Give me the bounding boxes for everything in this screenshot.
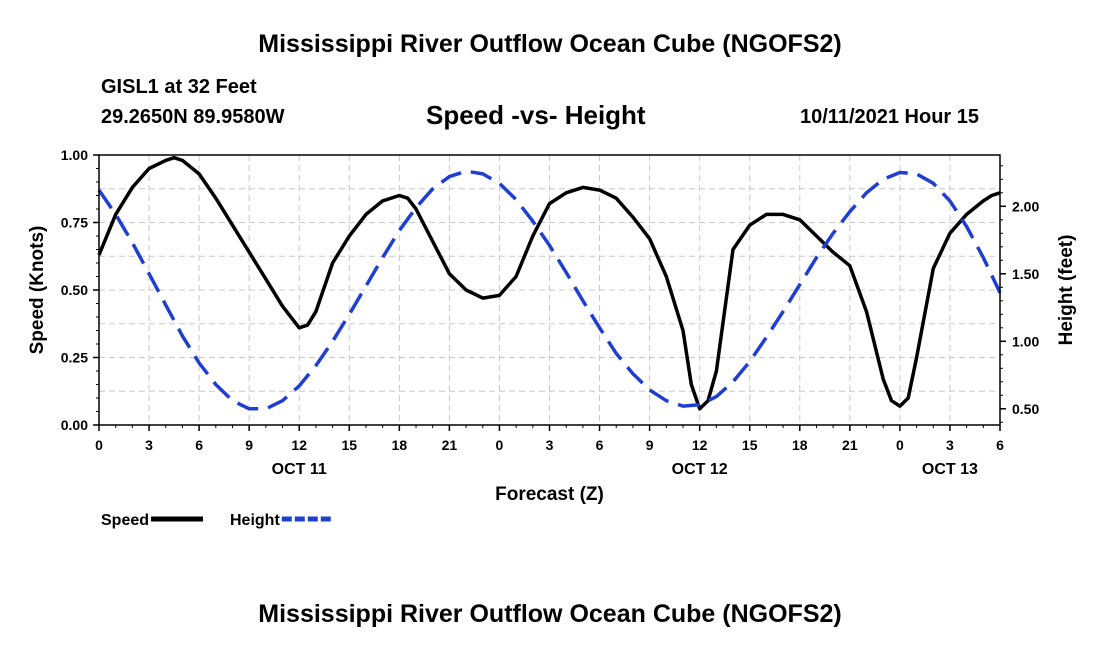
series-line-speed <box>97 155 1001 411</box>
x-tick-label: 6 <box>195 437 203 453</box>
x-tick-label: 9 <box>646 437 654 453</box>
x-tick-label: 21 <box>442 437 458 453</box>
x-tick-label: 6 <box>996 437 1004 453</box>
chart-title: Speed -vs- Height <box>426 100 646 130</box>
y2-axis-title: Height (feet) <box>1056 235 1077 346</box>
y-tick-label: 0.25 <box>61 350 88 366</box>
y-axis-title: Speed (Knots) <box>27 226 48 355</box>
x-tick-label: 18 <box>792 437 808 453</box>
y-tick-label: 0.50 <box>61 282 88 298</box>
legend: Speed Height <box>101 512 334 529</box>
station-coordinates: 29.2650N 89.9580W <box>101 106 285 128</box>
chart-datetime: 10/11/2021 Hour 15 <box>800 106 980 128</box>
y2-tick-label: 0.50 <box>1012 401 1039 417</box>
y-tick-label: 0.00 <box>61 417 88 433</box>
x-tick-label: 0 <box>496 437 504 453</box>
x-tick-label: 0 <box>896 437 904 453</box>
x-date-label: OCT 13 <box>922 461 978 478</box>
y2-tick-label: 2.00 <box>1012 198 1039 214</box>
x-tick-label: 3 <box>145 437 153 453</box>
page-title: Mississippi River Outflow Ocean Cube (NG… <box>258 30 842 58</box>
y-tick-label: 0.75 <box>61 215 88 231</box>
x-tick-label: 6 <box>596 437 604 453</box>
x-tick-label: 3 <box>946 437 954 453</box>
x-tick-label: 0 <box>95 437 103 453</box>
y2-tick-label: 1.00 <box>1012 333 1039 349</box>
x-date-label: OCT 12 <box>672 461 728 478</box>
station-name: GISL1 at 32 Feet <box>101 76 257 98</box>
x-tick-label: 9 <box>245 437 253 453</box>
y-tick-label: 1.00 <box>61 147 88 163</box>
x-date-label: OCT 11 <box>272 461 327 478</box>
series-line-height <box>97 169 1002 411</box>
axis-layer: 0 3 6 9 12 15 18 21 0 3 6 9 12 15 18 21 0 3 6 OCT 11 OCT 12 O… <box>27 147 1077 505</box>
x-tick-label: 12 <box>692 437 708 453</box>
grid-layer <box>99 155 1000 425</box>
x-tick-label: 15 <box>742 437 758 453</box>
x-tick-label: 18 <box>392 437 408 453</box>
x-tick-label: 12 <box>291 437 307 453</box>
legend-label-speed: Speed <box>101 512 149 529</box>
legend-label-height: Height <box>230 512 280 529</box>
x-tick-label: 3 <box>546 437 554 453</box>
series-layer <box>97 155 1002 411</box>
x-axis-title: Forecast (Z) <box>495 484 604 505</box>
footer-title: Mississippi River Outflow Ocean Cube (NG… <box>258 600 842 628</box>
x-tick-label: 21 <box>842 437 858 453</box>
x-tick-label: 15 <box>341 437 357 453</box>
y2-tick-label: 1.50 <box>1012 266 1039 282</box>
